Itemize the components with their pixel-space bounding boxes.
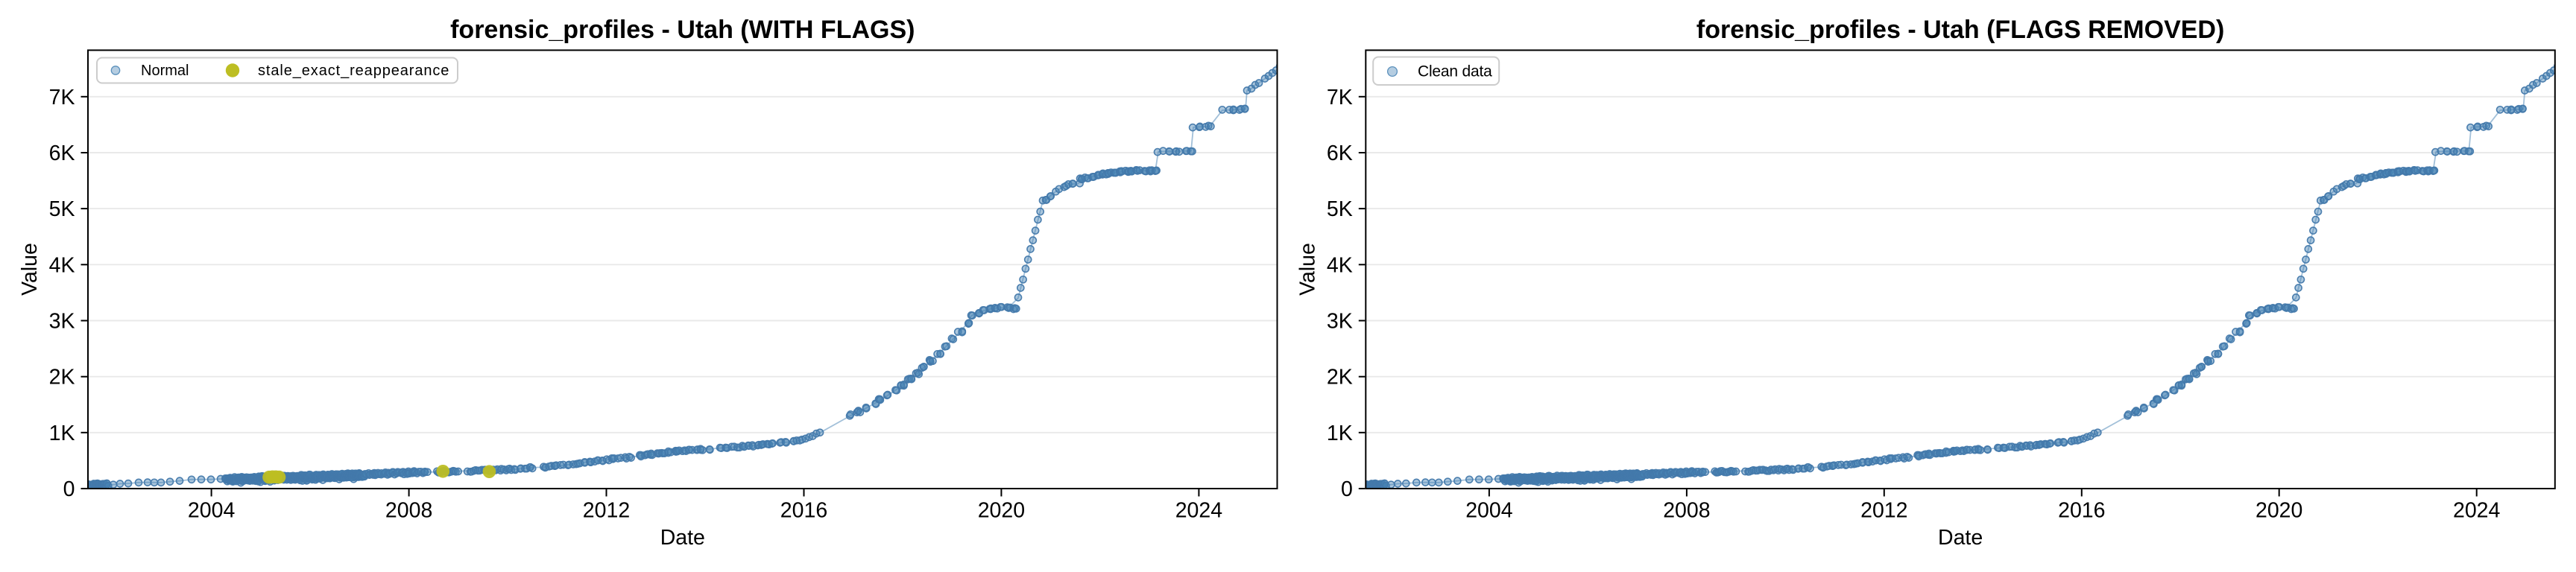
svg-text:4K: 4K xyxy=(49,253,75,277)
svg-text:Value: Value xyxy=(18,243,42,296)
svg-text:2012: 2012 xyxy=(1860,499,1907,523)
svg-text:6K: 6K xyxy=(1327,142,1353,165)
svg-text:1K: 1K xyxy=(1327,422,1353,445)
svg-text:7K: 7K xyxy=(49,86,75,109)
svg-text:2K: 2K xyxy=(1327,366,1353,390)
svg-text:2004: 2004 xyxy=(1465,499,1513,523)
svg-text:5K: 5K xyxy=(1327,197,1353,221)
svg-text:Date: Date xyxy=(1938,526,1983,550)
svg-text:2020: 2020 xyxy=(978,499,1025,523)
svg-text:Date: Date xyxy=(660,526,705,550)
svg-text:2012: 2012 xyxy=(583,499,630,523)
svg-text:2020: 2020 xyxy=(2255,499,2302,523)
svg-text:5K: 5K xyxy=(49,197,75,221)
svg-text:forensic_profiles - Utah (FLAG: forensic_profiles - Utah (FLAGS REMOVED) xyxy=(1696,16,2224,44)
svg-text:2K: 2K xyxy=(49,366,75,390)
svg-text:0: 0 xyxy=(63,477,75,501)
svg-text:stale_exact_reappearance: stale_exact_reappearance xyxy=(258,63,449,79)
svg-text:Clean data: Clean data xyxy=(1418,63,1492,80)
svg-text:2024: 2024 xyxy=(1175,499,1223,523)
svg-text:1K: 1K xyxy=(49,422,75,445)
svg-text:2024: 2024 xyxy=(2453,499,2501,523)
svg-text:7K: 7K xyxy=(1327,86,1353,109)
svg-text:3K: 3K xyxy=(1327,310,1353,334)
svg-text:2008: 2008 xyxy=(385,499,432,523)
svg-text:3K: 3K xyxy=(49,310,75,334)
svg-text:0: 0 xyxy=(1341,477,1353,501)
svg-text:2016: 2016 xyxy=(780,499,827,523)
svg-text:2008: 2008 xyxy=(1663,499,1710,523)
svg-text:4K: 4K xyxy=(1327,253,1353,277)
svg-text:forensic_profiles - Utah (WITH: forensic_profiles - Utah (WITH FLAGS) xyxy=(450,16,915,44)
svg-text:Normal: Normal xyxy=(141,63,189,79)
svg-text:2004: 2004 xyxy=(188,499,236,523)
svg-text:2016: 2016 xyxy=(2058,499,2105,523)
svg-text:Value: Value xyxy=(1295,243,1319,296)
svg-text:6K: 6K xyxy=(49,142,75,165)
